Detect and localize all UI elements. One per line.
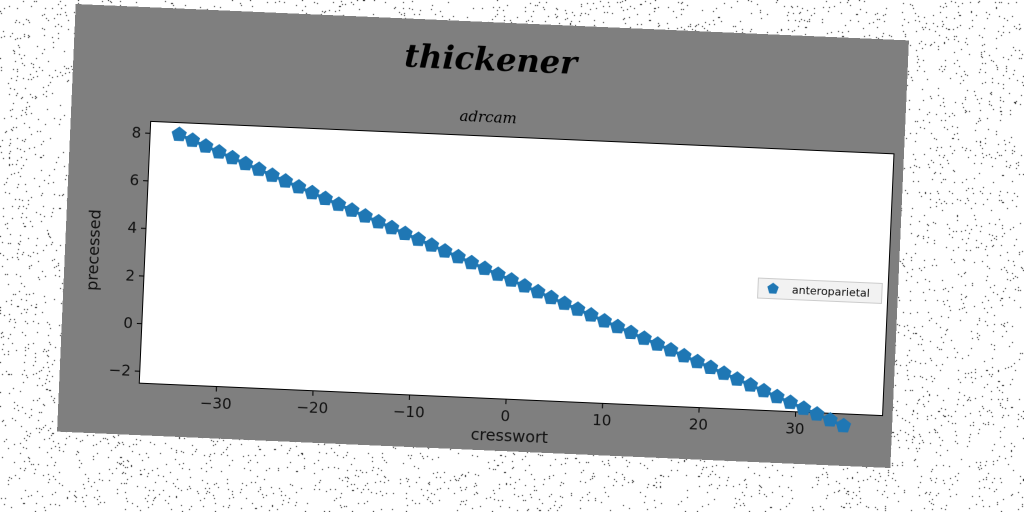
y-tick-label: 4 bbox=[127, 219, 137, 237]
data-point bbox=[676, 347, 692, 363]
chart-title: thickener bbox=[404, 36, 580, 82]
data-point bbox=[251, 161, 267, 177]
y-tick-label: 8 bbox=[131, 123, 141, 141]
data-point bbox=[689, 353, 706, 369]
series-group bbox=[171, 126, 852, 433]
data-point bbox=[490, 266, 506, 281]
data-point bbox=[357, 208, 373, 223]
x-tick-label: −20 bbox=[296, 398, 328, 417]
x-axis: −30 −20 −10 0 10 20 30 bbox=[200, 386, 805, 438]
x-axis-label: cresswort bbox=[470, 425, 548, 447]
data-point bbox=[835, 417, 852, 433]
data-point bbox=[703, 359, 719, 375]
data-point bbox=[277, 173, 294, 188]
data-point bbox=[184, 132, 201, 148]
x-tick-label: 10 bbox=[592, 411, 612, 430]
data-point bbox=[623, 324, 639, 340]
data-point bbox=[397, 225, 413, 241]
data-point bbox=[370, 213, 387, 229]
data-point bbox=[782, 394, 799, 410]
data-point bbox=[756, 382, 772, 398]
data-point bbox=[437, 243, 453, 258]
data-point bbox=[477, 260, 493, 276]
y-axis-label: precessed bbox=[82, 209, 105, 291]
legend-entry: anteroparietal bbox=[792, 284, 870, 300]
data-point bbox=[171, 126, 187, 142]
x-tick-label: 30 bbox=[785, 419, 805, 438]
data-point bbox=[424, 237, 440, 252]
data-point bbox=[198, 138, 214, 153]
legend-marker-pentagon-icon bbox=[767, 282, 779, 294]
data-point bbox=[211, 144, 227, 159]
data-point bbox=[517, 277, 533, 293]
data-point bbox=[410, 231, 426, 247]
data-point bbox=[530, 283, 546, 299]
data-point bbox=[543, 289, 559, 305]
data-point bbox=[716, 365, 732, 381]
data-point bbox=[822, 412, 838, 427]
data-point bbox=[729, 371, 745, 386]
legend: anteroparietal bbox=[757, 277, 883, 304]
y-tick-label: 6 bbox=[129, 171, 139, 189]
data-point bbox=[610, 318, 626, 334]
x-tick-label: −10 bbox=[393, 402, 425, 421]
data-point bbox=[796, 400, 812, 416]
data-point bbox=[344, 202, 360, 217]
data-point bbox=[238, 155, 254, 171]
data-point bbox=[649, 336, 666, 351]
data-point bbox=[304, 184, 320, 200]
legend-box bbox=[757, 277, 883, 304]
data-point bbox=[769, 388, 785, 404]
data-point bbox=[742, 377, 759, 392]
data-point bbox=[809, 406, 825, 421]
y-axis: −2 0 2 4 6 8 bbox=[108, 123, 151, 380]
data-point bbox=[450, 248, 466, 264]
data-point bbox=[503, 272, 520, 287]
chart-subtitle: adrcam bbox=[459, 107, 517, 127]
data-point bbox=[384, 219, 400, 235]
data-point bbox=[556, 295, 573, 311]
data-point bbox=[463, 254, 480, 270]
y-tick-label: 2 bbox=[125, 266, 135, 284]
data-point bbox=[224, 149, 240, 165]
data-point bbox=[636, 330, 652, 346]
y-tick-label: 0 bbox=[123, 314, 133, 332]
data-point bbox=[264, 167, 280, 183]
data-point bbox=[570, 301, 586, 316]
figure-card: thickener adrcam −2 0 2 4 6 8 −30 −20 −10 0 10 20 3… bbox=[57, 4, 909, 468]
data-point bbox=[331, 196, 347, 212]
data-point bbox=[317, 190, 333, 206]
data-point bbox=[291, 179, 307, 194]
data-point bbox=[583, 307, 599, 322]
data-point bbox=[663, 342, 679, 357]
x-tick-label: 20 bbox=[688, 415, 708, 434]
data-point bbox=[596, 312, 613, 328]
x-tick-label: −30 bbox=[200, 394, 232, 413]
x-tick-label: 0 bbox=[500, 407, 510, 425]
y-tick-label: −2 bbox=[108, 361, 131, 380]
